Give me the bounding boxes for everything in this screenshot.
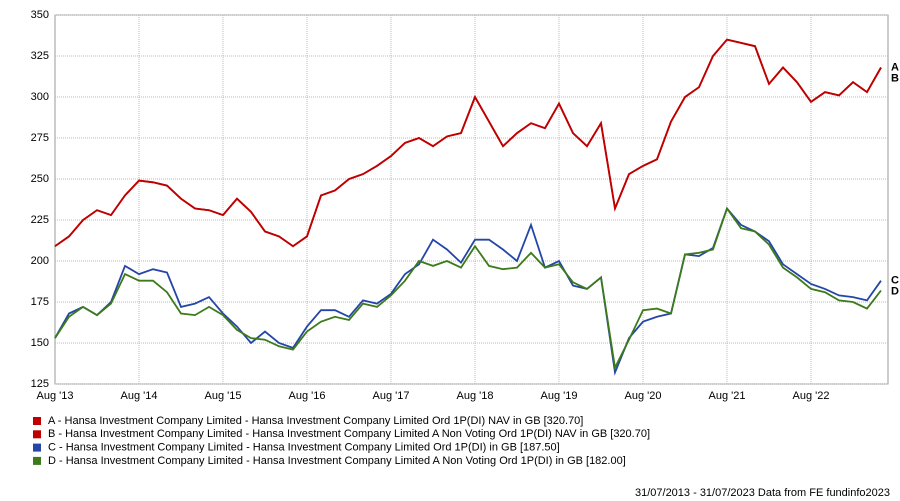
y-tick-label: 275 bbox=[31, 132, 49, 144]
x-tick-label: Aug '18 bbox=[457, 390, 494, 402]
series-line bbox=[54, 206, 882, 376]
legend-label: B - Hansa Investment Company Limited - H… bbox=[48, 428, 650, 440]
legend-swatch bbox=[33, 443, 41, 452]
x-tick-label: Aug '19 bbox=[541, 390, 578, 402]
y-tick-label: 175 bbox=[31, 296, 49, 308]
source-note: 31/07/2013 - 31/07/2023 Data from FE fun… bbox=[635, 487, 890, 499]
series-line bbox=[54, 38, 882, 248]
legend-swatch bbox=[33, 456, 41, 465]
y-tick-label: 325 bbox=[31, 50, 49, 62]
end-label: D bbox=[891, 286, 899, 298]
x-tick-label: Aug '15 bbox=[205, 390, 242, 402]
legend-swatch bbox=[33, 417, 41, 425]
legend-swatch bbox=[33, 430, 41, 439]
y-tick-label: 125 bbox=[31, 378, 49, 390]
legend-label: C - Hansa Investment Company Limited - H… bbox=[48, 442, 560, 454]
x-tick-label: Aug '16 bbox=[289, 390, 326, 402]
end-label: A bbox=[891, 61, 899, 73]
y-tick-label: 250 bbox=[31, 173, 49, 185]
y-tick-label: 350 bbox=[31, 9, 49, 21]
x-tick-label: Aug '17 bbox=[373, 390, 410, 402]
series-line bbox=[54, 206, 882, 371]
x-tick-label: Aug '21 bbox=[709, 390, 746, 402]
y-tick-label: 200 bbox=[31, 255, 49, 267]
x-tick-label: Aug '14 bbox=[121, 390, 158, 402]
end-label: B bbox=[891, 72, 899, 84]
legend-label: D - Hansa Investment Company Limited - H… bbox=[48, 455, 626, 467]
y-tick-label: 150 bbox=[31, 337, 49, 349]
y-tick-label: 225 bbox=[31, 214, 49, 226]
x-tick-label: Aug '13 bbox=[37, 390, 74, 402]
x-tick-label: Aug '22 bbox=[793, 390, 830, 402]
plot-area bbox=[54, 14, 889, 385]
end-label: C bbox=[891, 275, 899, 287]
legend-label: A - Hansa Investment Company Limited - H… bbox=[48, 415, 583, 427]
y-tick-label: 300 bbox=[31, 91, 49, 103]
x-tick-label: Aug '20 bbox=[625, 390, 662, 402]
